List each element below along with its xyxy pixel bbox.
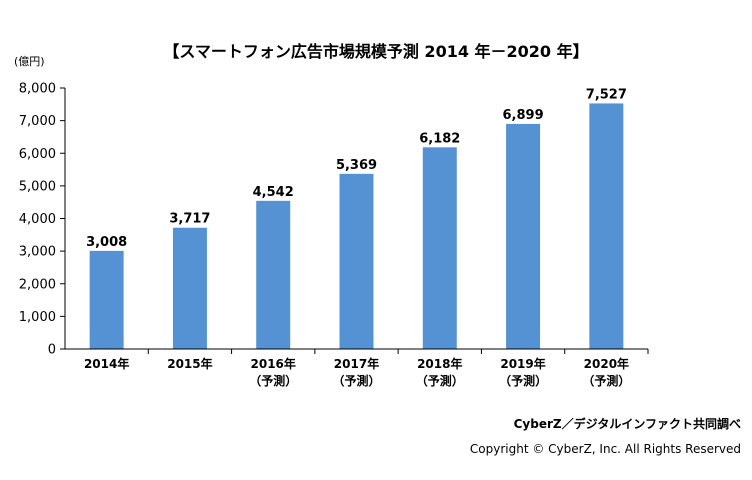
- bar-value-label: 6,899: [503, 108, 544, 123]
- bars: [89, 103, 624, 349]
- x-tick-label: 2015年: [167, 356, 212, 371]
- bar-value-label: 6,182: [419, 131, 460, 146]
- x-tick-label: 2014年: [84, 356, 129, 371]
- x-tick-sublabel: （予測）: [499, 373, 547, 388]
- bar-value-label: 7,527: [586, 87, 627, 102]
- bar-value-label: 4,542: [253, 185, 294, 200]
- x-axis-labels: 2014年 2015年 2016年 （予測） 2017年 （予測） 2018年 （予測） 201…: [84, 349, 649, 388]
- x-tick-label: 2018年: [417, 356, 462, 371]
- x-tick-sublabel: （予測）: [249, 373, 297, 388]
- y-tick-label: 7,000: [19, 114, 56, 129]
- y-tick-label: 8,000: [19, 82, 56, 97]
- y-axis-ticks: 0 1,000 2,000 3,000 4,000 5,000 6,000 7,000 8,00…: [19, 82, 65, 358]
- x-tick-sublabel: （予測）: [332, 373, 380, 388]
- x-tick-label: 2020年: [584, 356, 629, 371]
- bar-value-label: 3,717: [169, 212, 210, 227]
- chart-title: 【スマートフォン広告市場規模予測 2014 年－2020 年】: [163, 42, 589, 61]
- bar: [89, 250, 124, 349]
- x-tick-label: 2016年: [251, 356, 296, 371]
- y-tick-label: 3,000: [19, 245, 56, 260]
- y-axis-unit-label: (億円): [14, 55, 45, 68]
- y-tick-label: 6,000: [19, 147, 56, 162]
- bar: [589, 103, 624, 349]
- value-labels: 3,008 3,717 4,542 5,369 6,182 6,899 7,527: [86, 87, 627, 249]
- bar: [422, 147, 457, 349]
- y-tick-label: 2,000: [19, 277, 56, 292]
- bar: [339, 173, 374, 349]
- bar-value-label: 5,369: [336, 158, 377, 173]
- credit-text: CyberZ／デジタルインファクト共同調べ: [513, 417, 741, 431]
- y-tick-label: 4,000: [19, 212, 56, 227]
- x-tick-label: 2019年: [500, 356, 545, 371]
- bar: [256, 200, 291, 349]
- x-tick-sublabel: （予測）: [582, 373, 630, 388]
- x-tick-sublabel: （予測）: [416, 373, 464, 388]
- y-tick-label: 0: [48, 343, 56, 358]
- copyright-text: Copyright © CyberZ, Inc. All Rights Rese…: [469, 442, 741, 456]
- bar: [506, 123, 541, 349]
- y-tick-label: 5,000: [19, 179, 56, 194]
- bar: [172, 227, 207, 349]
- y-tick-label: 1,000: [19, 310, 56, 325]
- x-tick-label: 2017年: [334, 356, 379, 371]
- bar-value-label: 3,008: [86, 235, 127, 250]
